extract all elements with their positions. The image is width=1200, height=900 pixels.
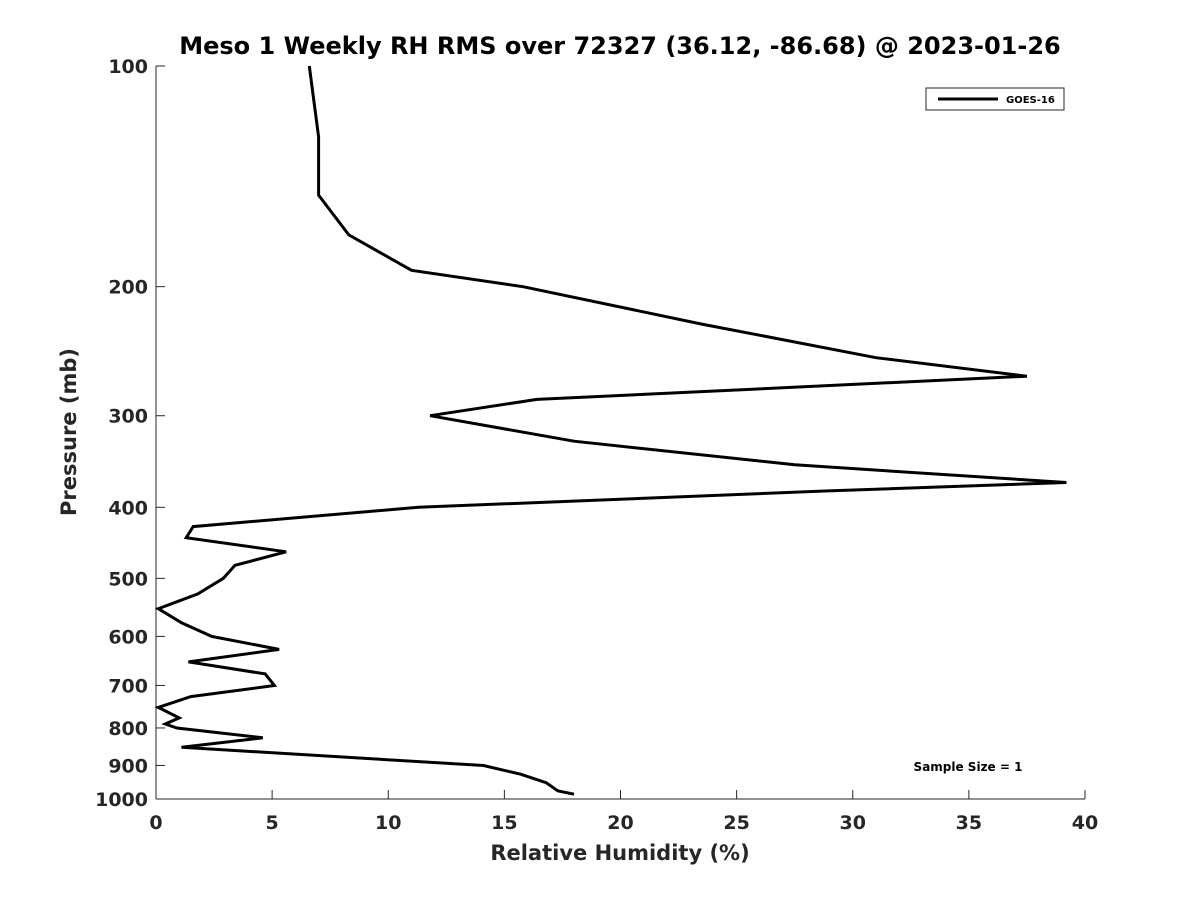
y-tick-label: 700 (108, 675, 148, 697)
x-tick-label: 25 (723, 812, 749, 834)
series-line-goes-16 (154, 65, 1067, 796)
plot-axes (155, 66, 1085, 800)
legend: GOES-16 (925, 87, 1065, 111)
y-ticks: 100 200 300 400 500 600 700 800 900 1000 (95, 56, 165, 811)
y-tick-label: 600 (108, 626, 148, 648)
sample-size-annotation: Sample Size = 1 (914, 760, 1023, 774)
x-tick-label: 5 (266, 812, 279, 834)
x-tick-label: 10 (375, 812, 401, 834)
x-tick-label: 20 (607, 812, 633, 834)
y-tick-label: 200 (108, 277, 148, 299)
x-tick-label: 30 (840, 812, 866, 834)
y-tick-label: 800 (108, 718, 148, 740)
y-tick-label: 500 (108, 568, 148, 590)
x-tick-label: 0 (149, 812, 162, 834)
x-ticks: 0 5 10 15 20 25 30 35 40 (149, 790, 1098, 834)
x-tick-label: 40 (1072, 812, 1098, 834)
legend-label: GOES-16 (1006, 95, 1055, 106)
y-axis-label: Pressure (mb) (57, 348, 81, 516)
y-tick-label: 400 (108, 497, 148, 519)
y-tick-label: 1000 (95, 789, 148, 811)
y-tick-label: 100 (108, 56, 148, 78)
x-tick-label: 15 (491, 812, 517, 834)
x-axis-label: Relative Humidity (%) (490, 841, 749, 865)
x-tick-label: 35 (956, 812, 982, 834)
y-tick-label: 900 (108, 755, 148, 777)
y-tick-label: 300 (108, 406, 148, 428)
chart-title: Meso 1 Weekly RH RMS over 72327 (36.12, … (179, 32, 1061, 60)
